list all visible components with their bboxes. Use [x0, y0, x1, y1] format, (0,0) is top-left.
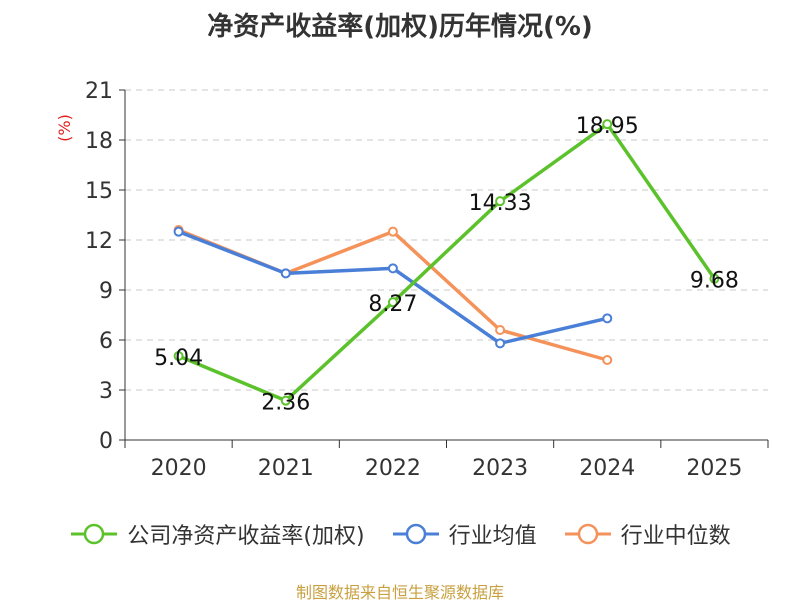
legend-label: 行业均值 — [448, 524, 537, 549]
data-label: 14.33 — [469, 191, 532, 216]
legend: 公司净资产收益率(加权) 行业均值 行业中位数 — [0, 518, 800, 550]
source-note: 制图数据来自恒生聚源数据库 — [295, 583, 504, 602]
data-label: 2.36 — [261, 391, 310, 416]
data-point — [602, 119, 613, 130]
data-point — [387, 226, 398, 237]
legend-label: 公司净资产收益率(加权) — [127, 524, 365, 549]
data-point — [495, 196, 506, 207]
data-point — [495, 325, 506, 335]
data-label: 5.04 — [154, 346, 203, 371]
legend-item[interactable]: 行业均值 — [391, 518, 537, 550]
y-tick-label: 9 — [99, 279, 113, 304]
x-tick-label: 2024 — [579, 456, 635, 481]
data-point — [387, 263, 398, 274]
y-tick-label: 12 — [85, 229, 113, 254]
data-point — [387, 297, 398, 308]
data-point — [602, 313, 613, 324]
data-point — [173, 351, 184, 361]
legend-item[interactable]: 公司净资产收益率(加权) — [69, 518, 365, 550]
y-tick-label: 18 — [85, 129, 113, 154]
data-label: 18.95 — [576, 114, 639, 139]
data-label: 8.27 — [368, 292, 417, 317]
legend-marker-icon — [71, 523, 118, 545]
y-tick-label: 6 — [99, 329, 113, 354]
legend-label: 行业中位数 — [620, 524, 731, 549]
data-point — [173, 226, 184, 237]
series-line — [177, 122, 716, 403]
x-tick-label: 2021 — [258, 456, 314, 481]
x-tick-label: 2023 — [472, 456, 528, 481]
y-tick-label: 3 — [99, 379, 113, 404]
y-axis-label: (%) — [55, 114, 74, 142]
data-label: 9.68 — [690, 269, 739, 294]
y-tick-label: 21 — [85, 79, 113, 104]
series-line — [177, 230, 608, 346]
legend-marker-circle — [577, 523, 598, 545]
legend-item[interactable]: 行业中位数 — [563, 518, 731, 550]
x-tick-label: 2020 — [151, 456, 207, 481]
legend-marker-circle — [84, 523, 105, 545]
x-tick-label: 2025 — [686, 456, 742, 481]
y-tick-label: 0 — [99, 429, 113, 454]
data-point — [280, 395, 291, 406]
data-point — [602, 355, 613, 365]
legend-marker-circle — [405, 523, 426, 545]
data-point — [280, 268, 291, 279]
legend-marker-icon — [564, 523, 611, 545]
x-tick-label: 2022 — [365, 456, 421, 481]
y-tick-label: 15 — [85, 179, 113, 204]
chart-title: 净资产收益率(加权)历年情况(%) — [207, 12, 593, 42]
legend-marker-icon — [392, 523, 439, 545]
data-point — [495, 338, 506, 349]
data-point — [709, 273, 720, 284]
